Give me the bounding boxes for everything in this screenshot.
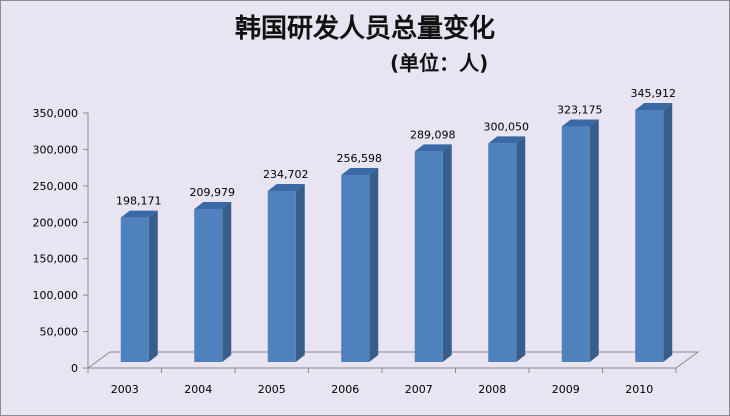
data-label: 345,912 xyxy=(631,87,677,100)
x-tick-label: 2006 xyxy=(331,383,359,396)
y-tick-label: 300,000 xyxy=(33,143,79,156)
data-label: 256,598 xyxy=(337,152,383,165)
bar-top xyxy=(414,144,452,152)
bar xyxy=(561,126,590,362)
bar-top xyxy=(341,168,379,176)
bar-side xyxy=(369,168,379,362)
bar-top xyxy=(561,119,599,127)
bar xyxy=(267,191,296,362)
data-label: 289,098 xyxy=(410,128,456,141)
data-label: 209,979 xyxy=(190,186,236,199)
x-tick-label: 2009 xyxy=(552,383,580,396)
bar xyxy=(341,175,370,362)
x-tick-label: 2003 xyxy=(111,383,139,396)
data-label: 198,171 xyxy=(116,195,162,208)
bar xyxy=(120,217,149,362)
bar-side xyxy=(516,136,526,362)
bar xyxy=(414,151,443,362)
y-tick-label: 350,000 xyxy=(33,107,79,120)
y-tick-label: 100,000 xyxy=(33,289,79,302)
data-label: 300,050 xyxy=(484,120,530,133)
y-tick-label: 200,000 xyxy=(33,216,79,229)
bar-side xyxy=(442,144,452,362)
bar-top xyxy=(635,102,673,110)
bar xyxy=(635,109,664,363)
y-tick-label: 0 xyxy=(71,362,78,375)
x-tick-label: 2007 xyxy=(405,383,433,396)
y-tick-label: 250,000 xyxy=(33,180,79,193)
x-tick-label: 2004 xyxy=(184,383,212,396)
y-tick-label: 150,000 xyxy=(33,253,79,266)
bar-top xyxy=(488,136,526,144)
bar-top xyxy=(267,184,305,192)
bar-side xyxy=(148,210,158,362)
bar-side xyxy=(295,184,305,362)
bar xyxy=(488,143,517,362)
x-tick-label: 2010 xyxy=(625,383,653,396)
bar-side xyxy=(589,119,599,362)
x-tick-label: 2005 xyxy=(258,383,286,396)
bar-top xyxy=(194,202,232,210)
chart-floor xyxy=(86,351,700,369)
chart-subtitle: (单位：人) xyxy=(390,51,489,75)
x-tick-label: 2008 xyxy=(478,383,506,396)
bar xyxy=(194,209,223,362)
data-label: 323,175 xyxy=(557,104,603,117)
bar-side xyxy=(222,202,232,362)
chart-title: 韩国研发人员总量变化 xyxy=(234,14,495,44)
bar-side xyxy=(663,102,673,363)
bar-top xyxy=(120,210,158,218)
y-tick-label: 50,000 xyxy=(40,326,79,339)
data-label: 234,702 xyxy=(263,168,309,181)
